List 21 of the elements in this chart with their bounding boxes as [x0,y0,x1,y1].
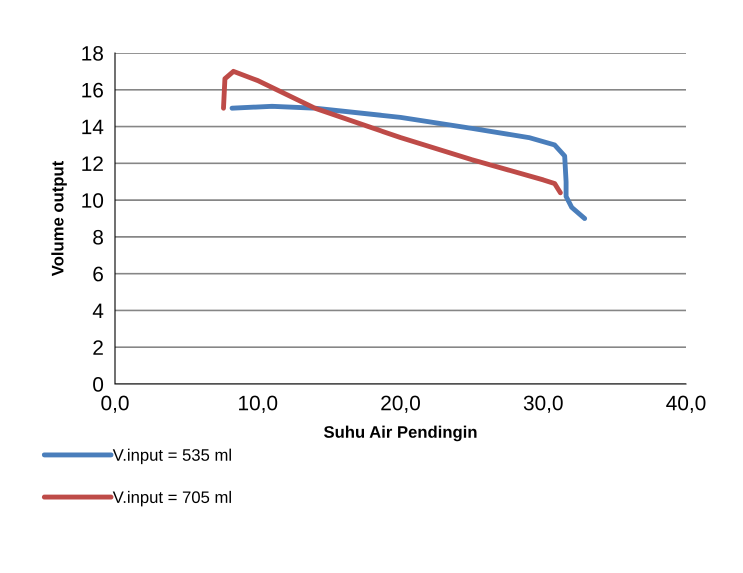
legend-label: V.input = 535 ml [112,448,231,464]
x-tick-label: 30,0 [524,396,563,413]
x-tick-label: 20,0 [381,396,420,413]
x-tick-label: 10,0 [239,396,278,413]
y-tick-label: 10 [82,193,104,208]
y-tick-label: 14 [82,120,104,134]
y-tick-label: 8 [93,230,103,245]
y-tick-label: 18 [82,46,103,61]
line-series [230,104,588,221]
line-series [221,68,563,196]
y-tick-label: 6 [93,266,103,282]
y-tick-label: 16 [82,82,103,98]
x-tick-label: 40,0 [666,396,706,413]
y-tick-label: 2 [93,340,103,355]
y-axis-title: Volume output [51,160,67,276]
y-tick-label: 12 [82,156,103,171]
x-axis-title: Suhu Air Pendingin [324,426,476,442]
legend-label: V.input = 705 ml [112,490,231,506]
y-tick-label: 4 [92,304,104,318]
y-tick-label: 0 [93,377,104,392]
x-tick-label: 0,0 [101,396,129,413]
